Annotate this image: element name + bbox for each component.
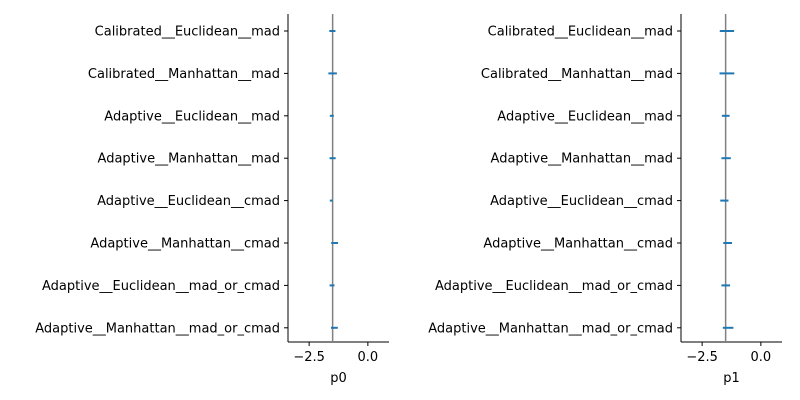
y-tick-label: Adaptive__Manhattan__mad_or_cmad — [35, 321, 280, 336]
y-tick-label: Adaptive__Manhattan__mad — [491, 152, 673, 167]
y-tick-label: Adaptive__Euclidean__mad — [497, 109, 673, 124]
panel-p1: Calibrated__Euclidean__mad Calibrated__Ma… — [428, 14, 782, 386]
y-tick-label: Calibrated__Manhattan__mad — [88, 67, 280, 82]
y-tick-label: Calibrated__Euclidean__mad — [95, 25, 280, 40]
y-tick-label: Calibrated__Manhattan__mad — [481, 67, 673, 82]
x-tick-label: 0.0 — [358, 350, 379, 365]
y-tick-label: Adaptive__Euclidean__cmad — [97, 194, 280, 209]
y-tick-label: Adaptive__Manhattan__cmad — [90, 237, 280, 252]
x-tick-label: 0.0 — [751, 350, 772, 365]
y-tick-label: Adaptive__Manhattan__mad_or_cmad — [428, 321, 673, 336]
x-axis-label: p0 — [330, 371, 347, 386]
x-axis-label: p1 — [723, 371, 740, 386]
y-tick-label: Adaptive__Manhattan__mad — [98, 152, 280, 167]
y-tick-label: Adaptive__Manhattan__cmad — [483, 237, 673, 252]
y-tick-label: Calibrated__Euclidean__mad — [488, 25, 673, 40]
y-tick-label: Adaptive__Euclidean__cmad — [490, 194, 673, 209]
x-tick-label: −2.5 — [293, 350, 325, 365]
y-tick-label: Adaptive__Euclidean__mad — [104, 109, 280, 124]
y-tick-label: Adaptive__Euclidean__mad_or_cmad — [435, 279, 673, 294]
y-tick-label: Adaptive__Euclidean__mad_or_cmad — [42, 279, 280, 294]
x-tick-label: −2.5 — [686, 350, 718, 365]
panel-p0: Calibrated__Euclidean__mad Calibrated__Ma… — [35, 14, 389, 386]
